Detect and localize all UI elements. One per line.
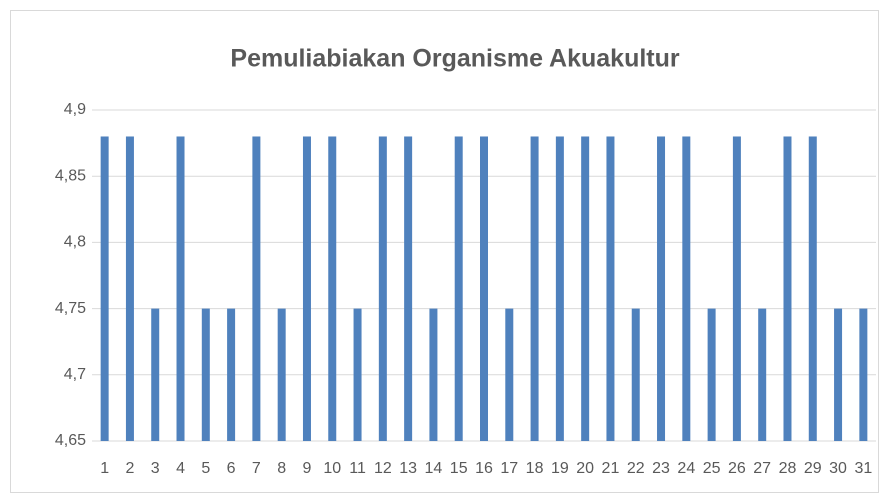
bar bbox=[732, 136, 741, 442]
bar bbox=[808, 136, 817, 442]
x-tick-label: 22 bbox=[627, 460, 645, 477]
x-tick-label: 10 bbox=[323, 460, 341, 477]
bar bbox=[682, 136, 691, 442]
x-tick-label: 8 bbox=[277, 460, 286, 477]
x-tick-label: 23 bbox=[652, 460, 670, 477]
bar bbox=[277, 308, 286, 441]
x-tick-label: 5 bbox=[201, 460, 210, 477]
bar bbox=[454, 136, 463, 442]
bar bbox=[606, 136, 615, 442]
x-tick-label: 31 bbox=[854, 460, 872, 477]
bar bbox=[758, 308, 767, 441]
x-tick-label: 13 bbox=[399, 460, 417, 477]
bar bbox=[100, 136, 109, 442]
x-tick-label: 29 bbox=[804, 460, 822, 477]
x-tick-label: 4 bbox=[176, 460, 185, 477]
x-tick-label: 25 bbox=[703, 460, 721, 477]
y-tick-label: 4,9 bbox=[64, 101, 86, 118]
bar bbox=[505, 308, 514, 441]
x-tick-label: 28 bbox=[779, 460, 797, 477]
x-tick-label: 27 bbox=[753, 460, 771, 477]
bar bbox=[480, 136, 488, 442]
y-tick-label: 4,85 bbox=[55, 167, 86, 184]
bar bbox=[201, 308, 210, 441]
x-tick-label: 15 bbox=[450, 460, 468, 477]
x-tick-label: 19 bbox=[551, 460, 569, 477]
y-tick-label: 4,7 bbox=[64, 366, 86, 383]
x-tick-label: 20 bbox=[576, 460, 594, 477]
x-tick-label: 17 bbox=[500, 460, 518, 477]
bar bbox=[530, 136, 539, 442]
x-tick-label: 11 bbox=[349, 460, 366, 477]
bar bbox=[378, 136, 387, 442]
x-tick-label: 9 bbox=[303, 460, 312, 477]
bar bbox=[353, 308, 362, 441]
chart-frame bbox=[10, 10, 879, 493]
bar bbox=[859, 308, 868, 441]
bar bbox=[252, 136, 261, 442]
x-tick-label: 14 bbox=[425, 460, 443, 477]
x-tick-label: 16 bbox=[475, 460, 493, 477]
bar bbox=[227, 308, 236, 441]
bar bbox=[429, 308, 438, 441]
bar bbox=[657, 136, 666, 442]
x-tick-label: 2 bbox=[125, 460, 134, 477]
x-tick-label: 3 bbox=[151, 460, 160, 477]
chart-title: Pemuliabiakan Organisme Akuakultur bbox=[230, 45, 679, 73]
x-tick-label: 26 bbox=[728, 460, 746, 477]
bar bbox=[555, 136, 564, 442]
x-tick-label: 12 bbox=[374, 460, 392, 477]
bar bbox=[404, 136, 413, 442]
bar bbox=[328, 136, 337, 442]
y-tick-label: 4,65 bbox=[55, 432, 86, 449]
y-tick-label: 4,8 bbox=[64, 234, 86, 251]
bar bbox=[302, 136, 311, 442]
x-tick-label: 6 bbox=[227, 460, 236, 477]
bar bbox=[125, 136, 134, 442]
bar bbox=[707, 308, 716, 441]
y-tick-label: 4,75 bbox=[55, 300, 86, 317]
bar bbox=[176, 136, 185, 442]
bar bbox=[581, 136, 590, 442]
x-tick-label: 18 bbox=[526, 460, 544, 477]
x-tick-label: 21 bbox=[602, 460, 620, 477]
x-tick-label: 30 bbox=[829, 460, 847, 477]
bar bbox=[834, 308, 843, 441]
x-tick-label: 7 bbox=[252, 460, 261, 477]
bar bbox=[631, 308, 640, 441]
x-tick-label: 24 bbox=[677, 460, 695, 477]
x-tick-label: 1 bbox=[100, 460, 109, 477]
bar bbox=[783, 136, 792, 442]
bar bbox=[151, 308, 160, 441]
